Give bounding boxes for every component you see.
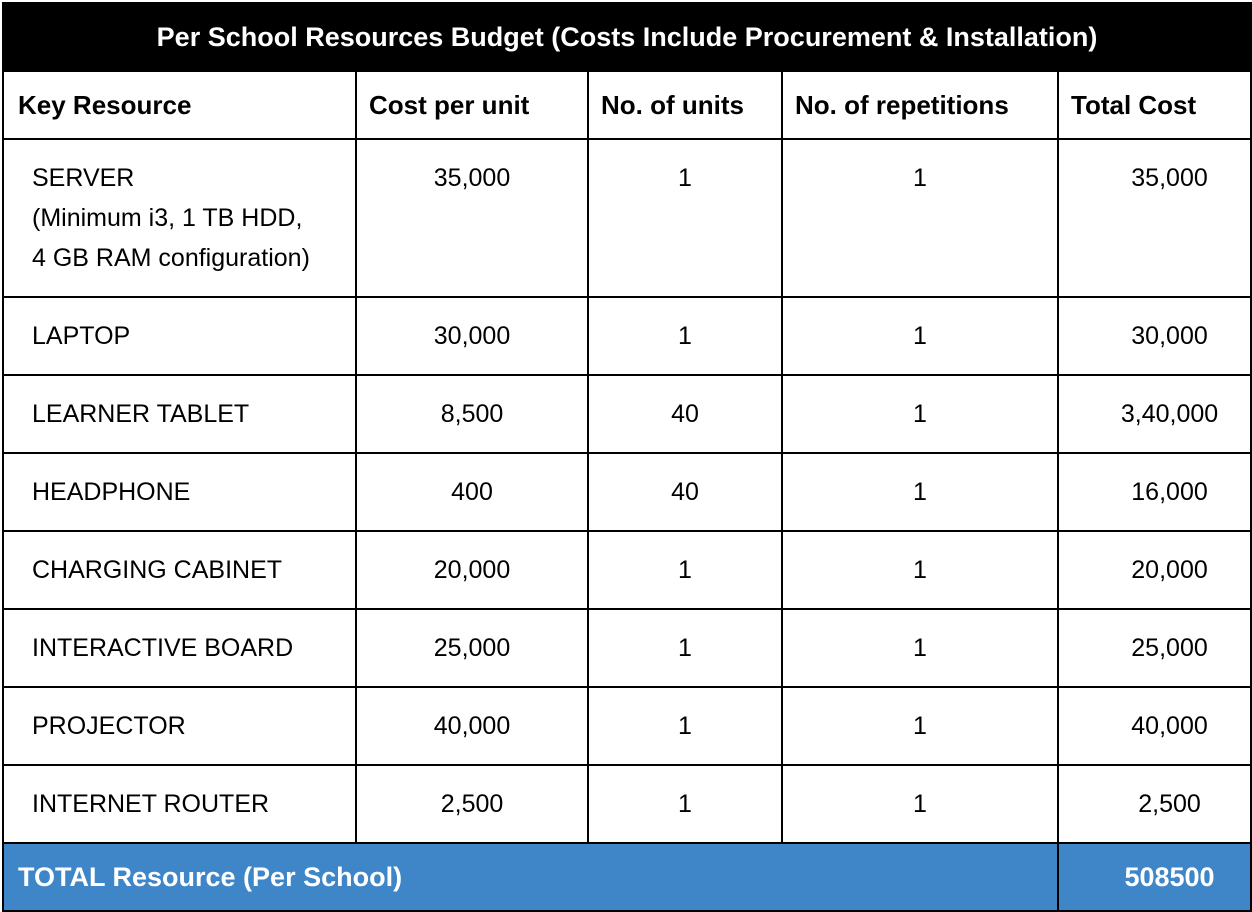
- resource-cell: SERVER (Minimum i3, 1 TB HDD, 4 GB RAM c…: [2, 138, 357, 298]
- reps-cell: 1: [781, 764, 1059, 844]
- header-total-cost: Total Cost: [1056, 70, 1252, 140]
- total-cell: 16,000: [1056, 452, 1252, 532]
- table-row: LEARNER TABLET 8,500 40 1 3,40,000: [2, 374, 1252, 454]
- cost-cell: 25,000: [355, 608, 589, 688]
- units-cell: 1: [587, 296, 783, 376]
- table-row: HEADPHONE 400 40 1 16,000: [2, 452, 1252, 532]
- header-no-of-units: No. of units: [587, 70, 783, 140]
- total-cell: 3,40,000: [1056, 374, 1252, 454]
- total-cell: 25,000: [1056, 608, 1252, 688]
- cost-cell: 40,000: [355, 686, 589, 766]
- resource-cell: LEARNER TABLET: [2, 374, 357, 454]
- units-cell: 1: [587, 608, 783, 688]
- resource-spec: 4 GB RAM configuration): [32, 244, 310, 272]
- resource-cell: HEADPHONE: [2, 452, 357, 532]
- cost-cell: 2,500: [355, 764, 589, 844]
- table-row: CHARGING CABINET 20,000 1 1 20,000: [2, 530, 1252, 610]
- resource-cell: INTERACTIVE BOARD: [2, 608, 357, 688]
- total-cell: 40,000: [1056, 686, 1252, 766]
- table-title: Per School Resources Budget (Costs Inclu…: [1, 2, 1252, 72]
- reps-cell: 1: [781, 530, 1059, 610]
- table-row: INTERACTIVE BOARD 25,000 1 1 25,000: [2, 608, 1252, 688]
- units-cell: 1: [587, 764, 783, 844]
- units-cell: 40: [587, 374, 783, 454]
- resource-cell: INTERNET ROUTER: [2, 764, 357, 844]
- table-row: PROJECTOR 40,000 1 1 40,000: [2, 686, 1252, 766]
- header-key-resource: Key Resource: [2, 70, 357, 140]
- cost-cell: 20,000: [355, 530, 589, 610]
- cost-cell: 8,500: [355, 374, 589, 454]
- table-row: SERVER (Minimum i3, 1 TB HDD, 4 GB RAM c…: [2, 138, 1252, 298]
- cost-cell: 35,000: [355, 138, 589, 298]
- reps-cell: 1: [781, 608, 1059, 688]
- resource-cell: LAPTOP: [2, 296, 357, 376]
- units-cell: 1: [587, 138, 783, 298]
- header-cost-per-unit: Cost per unit: [355, 70, 589, 140]
- units-cell: 1: [587, 530, 783, 610]
- resource-spec: (Minimum i3, 1 TB HDD,: [32, 204, 303, 232]
- units-cell: 1: [587, 686, 783, 766]
- table-row: INTERNET ROUTER 2,500 1 1 2,500: [2, 764, 1252, 844]
- total-value: 508500: [1056, 842, 1252, 912]
- total-cell: 2,500: [1056, 764, 1252, 844]
- table-row: LAPTOP 30,000 1 1 30,000: [2, 296, 1252, 376]
- resource-name: SERVER: [32, 164, 135, 192]
- header-row: Key Resource Cost per unit No. of units …: [2, 70, 1252, 140]
- units-cell: 40: [587, 452, 783, 532]
- reps-cell: 1: [781, 686, 1059, 766]
- total-label: TOTAL Resource (Per School): [2, 842, 1059, 912]
- reps-cell: 1: [781, 374, 1059, 454]
- resource-cell: PROJECTOR: [2, 686, 357, 766]
- reps-cell: 1: [781, 138, 1059, 298]
- total-row: TOTAL Resource (Per School) 508500: [2, 842, 1252, 912]
- reps-cell: 1: [781, 452, 1059, 532]
- title-row: Per School Resources Budget (Costs Inclu…: [1, 2, 1252, 72]
- total-cell: 35,000: [1056, 138, 1252, 298]
- cost-cell: 30,000: [355, 296, 589, 376]
- total-cell: 20,000: [1056, 530, 1252, 610]
- resource-cell: CHARGING CABINET: [2, 530, 357, 610]
- header-no-of-repetitions: No. of repetitions: [781, 70, 1059, 140]
- reps-cell: 1: [781, 296, 1059, 376]
- cost-cell: 400: [355, 452, 589, 532]
- total-cell: 30,000: [1056, 296, 1252, 376]
